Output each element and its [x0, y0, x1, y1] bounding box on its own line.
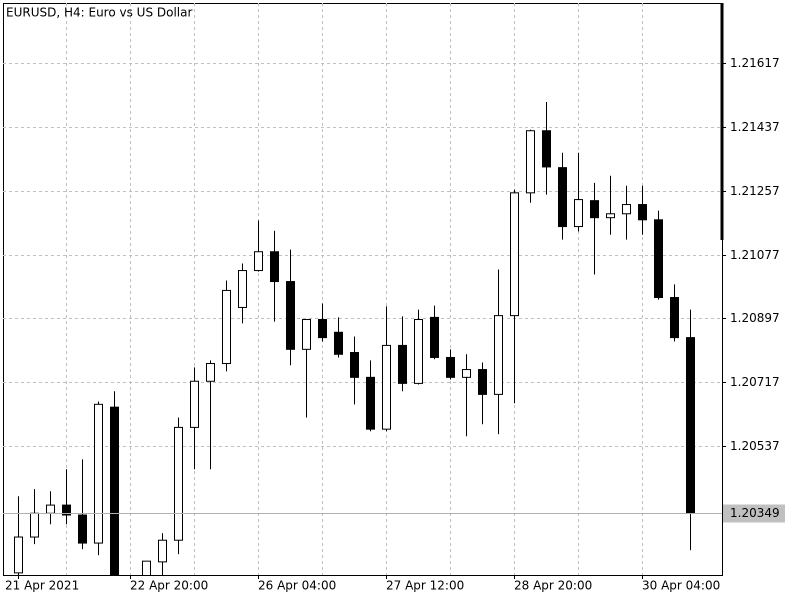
candle-body — [510, 192, 519, 317]
x-tick-label: 30 Apr 04:00 — [642, 579, 720, 593]
x-tick-label: 26 Apr 04:00 — [258, 579, 336, 593]
candle-body — [526, 130, 535, 194]
y-tick-label: 1.21437 — [730, 120, 780, 134]
candle-body — [78, 514, 87, 544]
candle-body — [654, 219, 663, 299]
candle-body — [382, 344, 391, 430]
candle-body — [110, 406, 119, 575]
candle-body — [462, 369, 471, 378]
candle-body — [94, 403, 103, 544]
candle-body — [414, 319, 423, 384]
candle-body — [430, 316, 439, 358]
candle-body — [30, 512, 39, 538]
candle-body — [286, 281, 295, 350]
candle-body — [222, 289, 231, 365]
candle-body — [254, 251, 263, 272]
candle-body — [158, 539, 167, 563]
candle-body — [302, 319, 311, 350]
candle-body — [142, 560, 151, 575]
candle-body — [334, 331, 343, 355]
y-tick-label: 1.20717 — [730, 375, 780, 389]
candle-body — [190, 380, 199, 428]
x-tick-label: 27 Apr 12:00 — [386, 579, 464, 593]
candle-body — [446, 356, 455, 378]
x-tick-label: 28 Apr 20:00 — [514, 579, 592, 593]
candle-body — [670, 297, 679, 339]
candle-body — [574, 199, 583, 228]
candle-body — [46, 504, 55, 514]
candle-body — [14, 536, 23, 574]
candle-body — [318, 319, 327, 339]
candle-body — [62, 504, 71, 516]
candle-body — [206, 363, 215, 382]
plot-frame — [3, 3, 723, 576]
candle-body — [558, 167, 567, 228]
candle-body — [494, 315, 503, 395]
last-price-label: 1.20349 — [730, 506, 780, 520]
candle-body — [622, 204, 631, 215]
candle-body — [238, 270, 247, 308]
candle-body — [350, 352, 359, 378]
last-price-box — [723, 504, 785, 523]
x-tick-label: 21 Apr 2021 — [5, 579, 79, 593]
candle-body — [590, 200, 599, 219]
candle-body — [398, 344, 407, 384]
candle-body — [542, 130, 551, 168]
candle-body — [606, 213, 615, 219]
candle-body — [270, 251, 279, 283]
y-tick-label: 1.20537 — [730, 439, 780, 453]
y-tick-label: 1.20897 — [730, 311, 780, 325]
candle-body — [366, 376, 375, 430]
y-tick-label: 1.21077 — [730, 248, 780, 262]
y-tick-label: 1.21257 — [730, 184, 780, 198]
y-tick-label: 1.21617 — [730, 56, 780, 70]
candles — [14, 102, 695, 575]
chart-title: EURUSD, H4: Euro vs US Dollar — [6, 6, 192, 20]
candle-body — [174, 426, 183, 541]
candle-body — [686, 337, 695, 514]
candle-body — [638, 204, 647, 221]
candle-body — [478, 369, 487, 395]
x-tick-label: 22 Apr 20:00 — [130, 579, 208, 593]
